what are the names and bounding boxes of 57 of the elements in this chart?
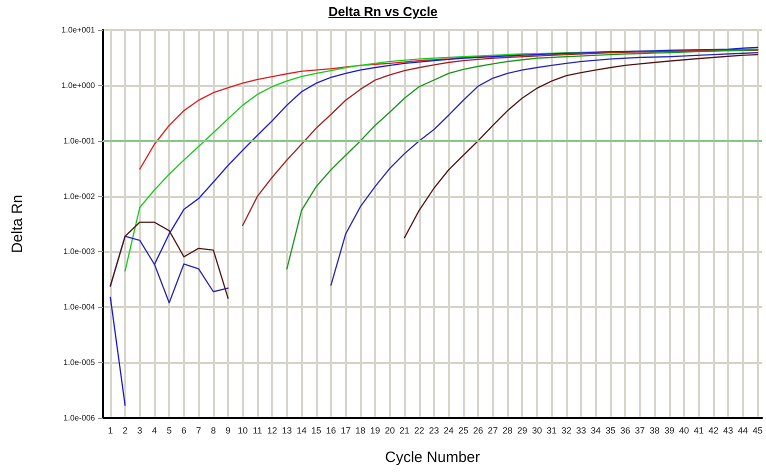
x-tick-label: 29 xyxy=(517,426,528,436)
x-tick-label: 44 xyxy=(738,426,748,436)
x-tick-label: 22 xyxy=(414,426,424,436)
x-tick-label: 13 xyxy=(282,426,292,436)
x-tick-label: 40 xyxy=(679,426,690,436)
x-axis-title: Cycle Number xyxy=(384,449,480,466)
x-tick-label: 34 xyxy=(590,426,601,436)
x-tick-label: 16 xyxy=(326,426,336,436)
y-tick-label: 1.0e-006 xyxy=(63,414,96,422)
x-tick-label: 33 xyxy=(576,426,586,436)
x-tick-label: 37 xyxy=(634,426,645,436)
x-tick-label: 1 xyxy=(108,426,113,436)
x-tick-label: 26 xyxy=(473,426,484,436)
x-tick-label: 32 xyxy=(561,426,572,436)
y-tick-label: 1.0e+000 xyxy=(61,80,96,90)
y-tick-label: 1.0e-005 xyxy=(63,358,96,368)
x-tick-label: 11 xyxy=(252,426,262,436)
x-tick-label: 12 xyxy=(267,426,278,436)
x-tick-label: 36 xyxy=(620,426,630,436)
x-tick-label: 17 xyxy=(340,426,351,436)
y-tick-label: 1.0e-002 xyxy=(63,192,96,201)
x-tick-label: 4 xyxy=(152,426,157,436)
x-tick-label: 3 xyxy=(137,426,142,436)
x-tick-label: 30 xyxy=(532,426,542,436)
x-tick-label: 42 xyxy=(708,426,718,436)
x-tick-label: 19 xyxy=(370,426,380,436)
x-tick-label: 8 xyxy=(210,426,216,436)
line-series xyxy=(286,49,758,270)
y-tick-label: 1.0e-004 xyxy=(63,302,96,312)
x-tick-label: 21 xyxy=(400,426,410,436)
x-tick-label: 10 xyxy=(238,426,248,436)
x-tick-label: 38 xyxy=(650,426,660,436)
y-tick-label: 1.0e-003 xyxy=(63,247,96,256)
x-tick-label: 14 xyxy=(296,426,307,436)
y-tick-label: 1.0e+001 xyxy=(61,26,96,34)
x-tick-label: 45 xyxy=(752,426,763,436)
chart-title: Delta Rn vs Cycle xyxy=(327,4,439,19)
x-tick-label: 28 xyxy=(502,426,513,436)
x-tick-label: 7 xyxy=(196,426,202,436)
x-tick-label: 20 xyxy=(384,426,395,436)
x-tick-label: 41 xyxy=(694,426,704,436)
x-tick-label: 5 xyxy=(166,426,172,436)
x-tick-label: 24 xyxy=(444,426,454,436)
x-tick-label: 18 xyxy=(355,426,366,436)
x-tick-label: 25 xyxy=(458,426,468,436)
x-tick-label: 23 xyxy=(428,426,439,436)
x-tick-label: 15 xyxy=(311,426,322,436)
x-tick-label: 35 xyxy=(605,426,616,436)
y-tick-label: 1.0e-001 xyxy=(63,136,96,146)
x-tick-label: 6 xyxy=(181,426,186,436)
x-tick-label: 9 xyxy=(226,426,231,436)
x-tick-label: 31 xyxy=(546,426,557,436)
y-axis-title: Delta Rn xyxy=(9,194,26,254)
x-tick-label: 2 xyxy=(122,426,128,436)
x-tick-label: 43 xyxy=(723,426,734,436)
x-tick-label: 27 xyxy=(488,426,498,436)
x-tick-label: 39 xyxy=(664,426,674,436)
